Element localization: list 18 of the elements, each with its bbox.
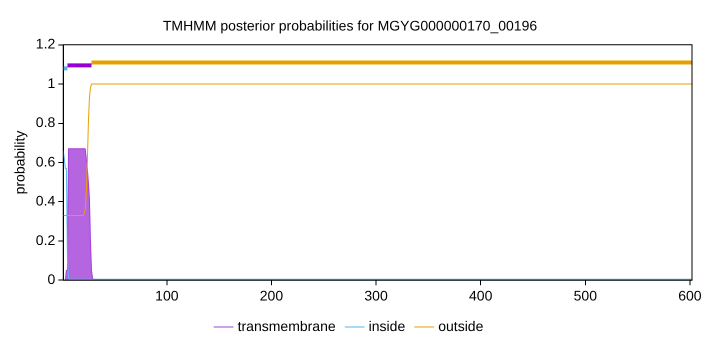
legend-label: outside [438,318,484,334]
legend-label: transmembrane [238,318,336,334]
y-tick-label: 0 [47,271,56,288]
y-tick-label: 0.2 [36,232,56,248]
x-tick-label: 300 [364,287,388,304]
chart-title: TMHMM posterior probabilities for MGYG000000170_00196 [162,17,538,34]
y-tick-label: 1.2 [36,36,56,52]
y-tick-label: 0.4 [36,192,56,209]
x-tick-label: 500 [574,287,598,304]
legend-label: inside [368,318,406,334]
x-tick-label: 100 [155,287,179,304]
y-tick-label: 1 [47,74,56,91]
y-tick-label: 0.6 [36,153,56,170]
y-tick-label: 0.8 [36,114,56,130]
y-axis-title: probability [11,130,28,194]
x-tick-label: 200 [260,287,284,304]
x-tick-label: 400 [468,287,493,304]
x-tick-label: 600 [678,287,702,304]
